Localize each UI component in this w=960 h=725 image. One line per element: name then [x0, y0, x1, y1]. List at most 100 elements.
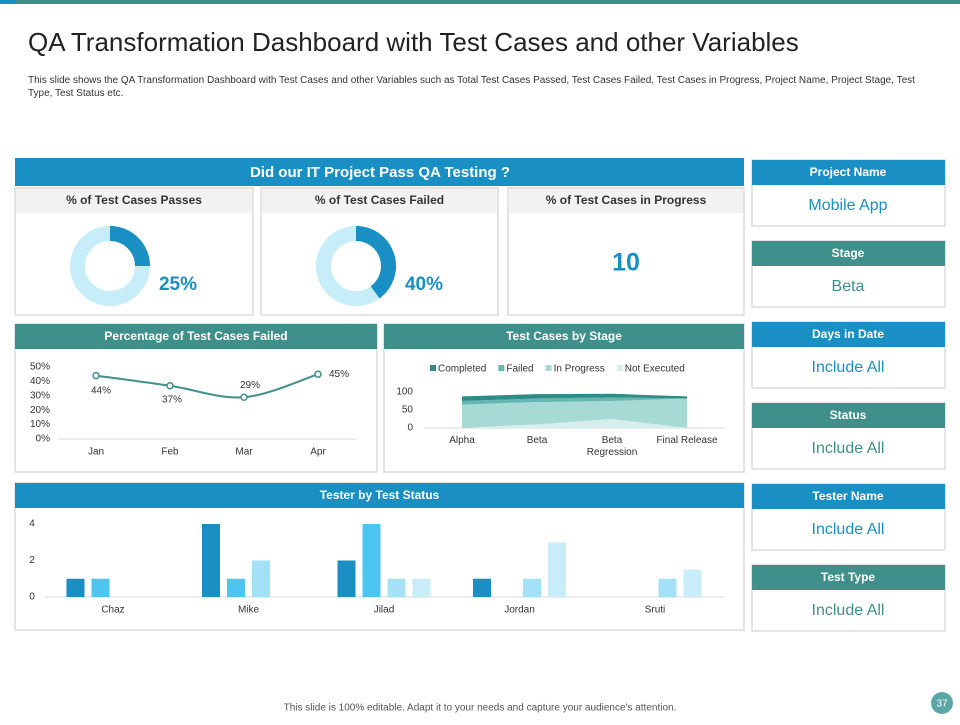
- filter-label: Project Name: [810, 165, 887, 179]
- legend-label: In Progress: [554, 364, 605, 375]
- point: [92, 371, 100, 380]
- area: [462, 398, 687, 428]
- legend-swatch: [545, 365, 552, 371]
- y-tick-label: 50: [402, 405, 414, 416]
- x-tick-label: Apr: [310, 447, 326, 458]
- x-tick-label: Beta: [526, 435, 548, 446]
- bar: [227, 578, 245, 597]
- donut-segment: [109, 226, 150, 267]
- filter-value: Include All: [812, 602, 885, 619]
- bar: [523, 578, 541, 597]
- filter-header: [752, 241, 945, 266]
- legend-label: Not Executed: [625, 364, 685, 375]
- filter-header: [752, 565, 945, 590]
- panel-header: [15, 324, 377, 349]
- x-tick-label: Mar: [235, 447, 253, 458]
- filter-header: [752, 322, 945, 347]
- point: [166, 381, 174, 390]
- panel-title: Test Cases by Stage: [506, 329, 622, 343]
- y-tick-label: 2: [29, 555, 35, 566]
- y-tick-label: 4: [29, 519, 35, 530]
- y-tick-label: 0: [29, 592, 35, 603]
- data-label: 45%: [329, 369, 349, 380]
- legend-swatch: [430, 365, 436, 371]
- x-tick-label: Final Release: [656, 435, 718, 446]
- panel-header: [15, 483, 744, 508]
- x-label-box: Beta Regression: [586, 435, 638, 458]
- card-header: [16, 189, 252, 213]
- x-label-box: Final Release: [656, 435, 718, 446]
- filter-label: Tester Name: [812, 489, 883, 503]
- card-header: [262, 189, 497, 213]
- card-title: % of Test Cases Passes: [66, 193, 202, 207]
- area: [462, 393, 687, 401]
- footer-note: This slide is 100% editable. Adapt it to…: [284, 703, 677, 714]
- card-header: [509, 189, 743, 213]
- filter-value: Include All: [812, 440, 885, 457]
- legend-swatch: [616, 365, 623, 371]
- y-tick-label: 0%: [36, 434, 51, 445]
- x-tick-label: Mike: [238, 605, 260, 616]
- filters: Project Name Mobile App Stage Beta Days in D…: [751, 159, 946, 632]
- bar: [387, 578, 406, 597]
- banner-text: Did our IT Project Pass QA Testing ?: [250, 164, 510, 181]
- subtitle: This slide shows the QA Transformation D…: [28, 75, 915, 99]
- top-bar: [0, 0, 960, 4]
- y-tick-label: 30%: [30, 390, 50, 401]
- point: [240, 393, 248, 401]
- kpi-cards: % of Test Cases Passes 25% % of Test Cases…: [14, 187, 745, 316]
- y-tick-label: 0: [407, 423, 413, 434]
- x-tick-label: Beta Regression: [586, 435, 638, 458]
- panel-header: [384, 324, 744, 349]
- filter-label: Days in Date: [812, 327, 884, 341]
- filter-header: [752, 484, 945, 509]
- x-tick-label: Jan: [88, 447, 104, 458]
- top-bar-accent: [0, 0, 16, 4]
- donut-label: 25%: [159, 274, 197, 295]
- y-tick-label: 20%: [30, 405, 50, 416]
- bar: [658, 578, 677, 597]
- x-label-box: Beta: [526, 435, 548, 446]
- subtitle-box: This slide shows the QA Transformation D…: [28, 75, 915, 99]
- bar: [548, 542, 566, 597]
- y-tick-label: 10%: [30, 419, 50, 430]
- x-tick-label: Sruti: [645, 605, 666, 616]
- panel-title: Tester by Test Status: [320, 488, 440, 502]
- donut-label: 40%: [405, 274, 443, 295]
- x-tick-label: Feb: [161, 447, 179, 458]
- point: [314, 370, 322, 378]
- page-badge: [931, 692, 953, 714]
- bar: [683, 569, 702, 597]
- filter-value: Mobile App: [808, 197, 887, 214]
- legend-label: Failed: [506, 364, 533, 375]
- x-label-box: Alpha: [449, 435, 475, 446]
- card-title: % of Test Cases Failed: [315, 193, 444, 207]
- chart-panels: Percentage of Test Cases Failed 0% 10% 20% 3…: [14, 323, 745, 631]
- x-tick-label: Jordan: [504, 605, 535, 616]
- bar: [362, 524, 381, 597]
- filter-header: [752, 403, 945, 428]
- bar: [473, 578, 491, 597]
- filter-label: Status: [830, 408, 867, 422]
- filter-header: [752, 160, 945, 185]
- x-tick-label: Chaz: [101, 605, 124, 616]
- panel-title: Percentage of Test Cases Failed: [104, 329, 287, 343]
- y-tick-label: 40%: [30, 376, 50, 387]
- banner: [15, 158, 744, 186]
- bar: [337, 560, 356, 597]
- data-label: 29%: [240, 380, 260, 391]
- card-title: % of Test Cases in Progress: [546, 193, 707, 207]
- x-tick-label: Jilad: [374, 605, 395, 616]
- legend-label: Completed: [438, 364, 486, 375]
- title: QA Transformation Dashboard with Test Ca…: [28, 27, 799, 57]
- data-label: 37%: [162, 394, 182, 405]
- filter-value: Include All: [812, 359, 885, 376]
- line: [95, 373, 319, 399]
- filter-value: Include All: [812, 521, 885, 538]
- bar: [252, 560, 270, 597]
- filter-label: Stage: [832, 246, 865, 260]
- x-tick-label: Alpha: [449, 435, 475, 446]
- page-number: 37: [936, 699, 948, 710]
